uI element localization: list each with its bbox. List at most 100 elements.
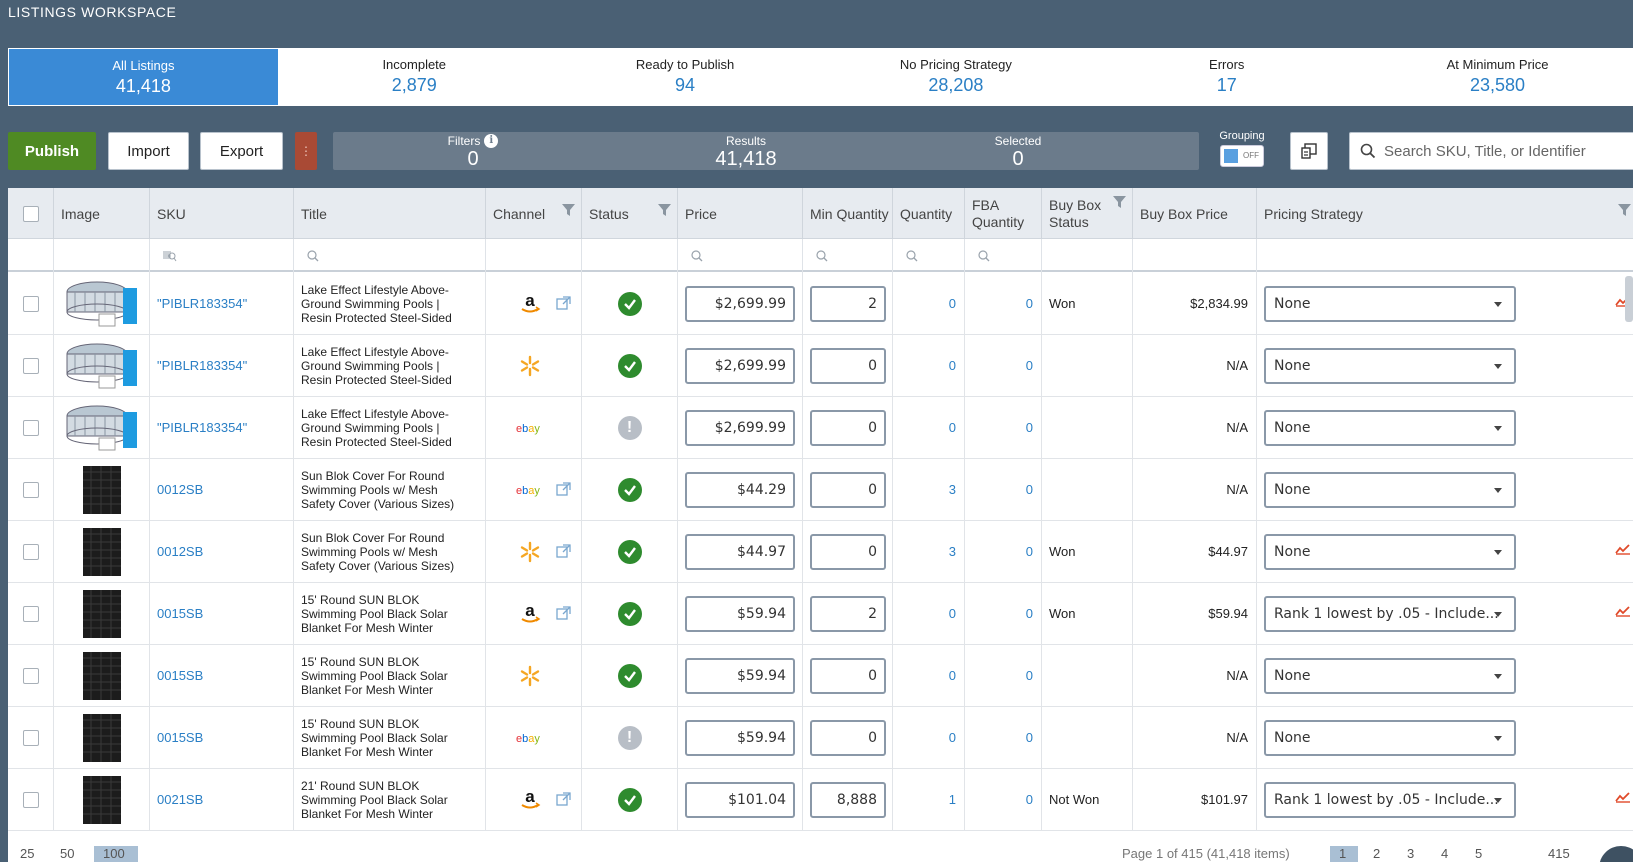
pricing-strategy-select[interactable]: None: [1264, 471, 1516, 508]
external-link-icon[interactable]: [556, 544, 571, 559]
external-link-icon[interactable]: [556, 792, 571, 807]
pricing-strategy-select[interactable]: None: [1264, 533, 1516, 570]
header-price[interactable]: Price: [678, 188, 803, 239]
external-link-icon[interactable]: [556, 296, 571, 311]
filter-icon[interactable]: [658, 204, 671, 216]
min-quantity-input[interactable]: 0: [810, 657, 886, 694]
header-fba-quantity[interactable]: FBA Quantity: [965, 188, 1042, 239]
price-history-icon[interactable]: [1615, 542, 1631, 560]
grouping-toggle[interactable]: OFF: [1220, 145, 1264, 167]
tab-ready-to-publish[interactable]: Ready to Publish 94: [550, 48, 821, 106]
sku-link[interactable]: "PIBLR183354": [150, 334, 294, 397]
sku-link[interactable]: 0021SB: [150, 768, 294, 831]
pricing-strategy-select[interactable]: Rank 1 lowest by .05 - Include...: [1264, 781, 1516, 818]
min-quantity-input[interactable]: 0: [810, 347, 886, 384]
price-history-icon[interactable]: [1615, 790, 1631, 808]
sku-link[interactable]: 0015SB: [150, 644, 294, 707]
info-icon[interactable]: i: [484, 134, 499, 148]
filter-icon[interactable]: [562, 204, 575, 216]
quantity-filter[interactable]: [893, 239, 965, 272]
price-filter[interactable]: [678, 239, 803, 272]
table-row[interactable]: "PIBLR183354" Lake Effect Lifestyle Above…: [8, 334, 1633, 397]
more-actions-button[interactable]: ⋮: [295, 132, 317, 170]
row-checkbox[interactable]: [22, 667, 39, 684]
fba-quantity-value[interactable]: 0: [965, 706, 1042, 769]
fba-quantity-value[interactable]: 0: [965, 644, 1042, 707]
external-link-icon[interactable]: [556, 606, 571, 621]
pricing-strategy-select[interactable]: None: [1264, 409, 1516, 446]
page-5[interactable]: 5: [1475, 846, 1483, 861]
row-checkbox[interactable]: [22, 729, 39, 746]
quantity-value[interactable]: 0: [893, 582, 965, 645]
price-input[interactable]: $101.04: [685, 781, 795, 818]
sku-link[interactable]: "PIBLR183354": [150, 272, 294, 335]
row-checkbox[interactable]: [22, 357, 39, 374]
table-row[interactable]: "PIBLR183354" Lake Effect Lifestyle Above…: [8, 396, 1633, 459]
table-row[interactable]: 0015SB 15' Round SUN BLOK Swimming Pool B…: [8, 582, 1633, 645]
pricing-strategy-select[interactable]: Rank 1 lowest by .05 - Include...: [1264, 595, 1516, 632]
tab-at-minimum-price[interactable]: At Minimum Price 23,580: [1362, 48, 1633, 106]
select-all-checkbox[interactable]: [22, 205, 39, 222]
min-quantity-input[interactable]: 0: [810, 471, 886, 508]
price-input[interactable]: $2,699.99: [685, 409, 795, 446]
price-input[interactable]: $59.94: [685, 719, 795, 756]
header-buy-box-status[interactable]: Buy Box Status: [1042, 188, 1133, 239]
quantity-value[interactable]: 3: [893, 520, 965, 583]
tab-incomplete[interactable]: Incomplete 2,879: [279, 48, 550, 106]
price-input[interactable]: $44.29: [685, 471, 795, 508]
chat-launcher[interactable]: [1599, 846, 1633, 862]
sku-link[interactable]: 0015SB: [150, 706, 294, 769]
fba-quantity-value[interactable]: 0: [965, 334, 1042, 397]
pricing-strategy-select[interactable]: None: [1264, 347, 1516, 384]
fba-quantity-filter[interactable]: [965, 239, 1042, 272]
min-quantity-input[interactable]: 2: [810, 285, 886, 322]
header-min-quantity[interactable]: Min Quantity: [803, 188, 893, 239]
fba-quantity-value[interactable]: 0: [965, 396, 1042, 459]
header-buy-box-price[interactable]: Buy Box Price: [1133, 188, 1257, 239]
header-channel[interactable]: Channel: [486, 188, 582, 239]
fba-quantity-value[interactable]: 0: [965, 272, 1042, 335]
min-quantity-filter[interactable]: [803, 239, 893, 272]
export-button[interactable]: Export: [200, 132, 283, 170]
search-input[interactable]: [1384, 142, 1633, 160]
min-quantity-input[interactable]: 8,888: [810, 781, 886, 818]
price-input[interactable]: $59.94: [685, 657, 795, 694]
title-filter[interactable]: [294, 239, 486, 272]
quantity-value[interactable]: 0: [893, 272, 965, 335]
header-quantity[interactable]: Quantity: [893, 188, 965, 239]
table-row[interactable]: "PIBLR183354" Lake Effect Lifestyle Above…: [8, 272, 1633, 335]
min-quantity-input[interactable]: 2: [810, 595, 886, 632]
min-quantity-input[interactable]: 0: [810, 533, 886, 570]
row-checkbox[interactable]: [22, 419, 39, 436]
vertical-scrollbar[interactable]: [1625, 276, 1633, 322]
table-row[interactable]: 0015SB 15' Round SUN BLOK Swimming Pool B…: [8, 644, 1633, 707]
import-button[interactable]: Import: [108, 132, 189, 170]
sku-filter[interactable]: [150, 239, 294, 272]
pricing-strategy-select[interactable]: None: [1264, 285, 1516, 322]
row-checkbox[interactable]: [22, 481, 39, 498]
table-row[interactable]: 0012SB Sun Blok Cover For Round Swimming …: [8, 520, 1633, 583]
sku-link[interactable]: "PIBLR183354": [150, 396, 294, 459]
table-row[interactable]: 0021SB 21' Round SUN BLOK Swimming Pool B…: [8, 768, 1633, 831]
page-size-100[interactable]: 100: [103, 846, 125, 861]
header-pricing-strategy[interactable]: Pricing Strategy: [1257, 188, 1633, 239]
min-quantity-input[interactable]: 0: [810, 719, 886, 756]
min-quantity-input[interactable]: 0: [810, 409, 886, 446]
price-input[interactable]: $2,699.99: [685, 347, 795, 384]
page-2[interactable]: 2: [1373, 846, 1381, 861]
fba-quantity-value[interactable]: 0: [965, 768, 1042, 831]
page-size-50[interactable]: 50: [60, 846, 75, 861]
table-row[interactable]: 0012SB Sun Blok Cover For Round Swimming …: [8, 458, 1633, 521]
row-checkbox[interactable]: [22, 605, 39, 622]
page-size-25[interactable]: 25: [20, 846, 35, 861]
quantity-value[interactable]: 1: [893, 768, 965, 831]
price-input[interactable]: $44.97: [685, 533, 795, 570]
pricing-strategy-select[interactable]: None: [1264, 657, 1516, 694]
column-layout-button[interactable]: [1290, 132, 1328, 170]
row-checkbox[interactable]: [22, 295, 39, 312]
filters-stat[interactable]: Filters i 0: [433, 134, 513, 170]
filter-icon[interactable]: [1113, 196, 1126, 208]
publish-button[interactable]: Publish: [8, 132, 96, 170]
quantity-value[interactable]: 0: [893, 334, 965, 397]
page-1[interactable]: 1: [1339, 846, 1347, 861]
